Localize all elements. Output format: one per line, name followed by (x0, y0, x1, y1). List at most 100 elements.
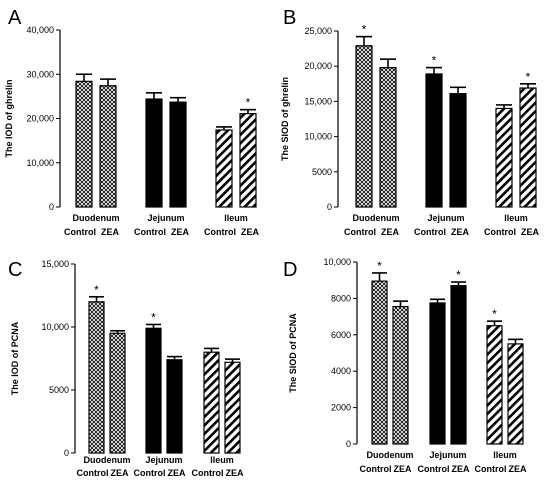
category-label: Control (475, 464, 507, 474)
group-label: Duodenum (367, 450, 414, 460)
category-label: ZEA (168, 468, 187, 478)
category-label: Control (64, 227, 96, 237)
y-tick-label: 10,000 (304, 132, 332, 142)
category-label: Control (192, 468, 224, 478)
category-label: Control (414, 227, 446, 237)
y-axis-label: The IOD of PCNA (10, 321, 20, 395)
y-tick-label: 0 (327, 202, 332, 212)
panel-label: A (8, 7, 22, 29)
y-tick-label: 0 (49, 202, 54, 212)
bar-ileum-control (203, 351, 220, 454)
bar-jejunum-zea (450, 285, 467, 445)
y-tick-label: 8000 (331, 293, 351, 303)
bar-jejunum-control (145, 98, 163, 208)
group-label: Duodenum (353, 213, 400, 223)
bar-ileum-control (215, 129, 233, 208)
chart-panel-D: D 0 2000 4000 6000 8000 10,000 The SIOD of PCNA… (283, 257, 527, 474)
bar-duodenum-zea (392, 305, 409, 445)
bar-jejunum-control (145, 327, 162, 454)
y-tick-label: 10,000 (323, 257, 351, 267)
bar-jejunum-zea (449, 93, 467, 208)
y-tick-label: 0 (64, 448, 69, 458)
chart-panel-B: B 0 5000 10,000 15,000 20,000 25,000 The SIOD o… (280, 7, 540, 237)
panel-label: D (283, 259, 297, 281)
bar-ileum-zea (239, 113, 257, 208)
y-axis-label: The IOD of ghrelin (4, 80, 14, 158)
significance-star: * (492, 307, 497, 321)
y-tick-label: 30,000 (26, 69, 54, 79)
group-label: Jejunum (427, 213, 464, 223)
category-label: ZEA (381, 227, 400, 237)
y-tick-label: 10,000 (26, 158, 54, 168)
category-label: Control (134, 227, 166, 237)
category-label: Control (484, 227, 516, 237)
group-label: Ileum (224, 213, 248, 223)
group-label: Duodenum (84, 455, 131, 465)
significance-star: * (246, 96, 251, 110)
category-label: ZEA (451, 227, 470, 237)
bar-jejunum-control (425, 73, 443, 208)
significance-star: * (151, 310, 156, 324)
y-tick-label: 2000 (331, 403, 351, 413)
group-label: Ileum (493, 450, 517, 460)
category-label: Control (344, 227, 376, 237)
bar-jejunum-control (429, 302, 446, 445)
y-tick-label: 0 (346, 439, 351, 449)
bar-duodenum-control (88, 301, 105, 454)
bar-duodenum-control (75, 80, 93, 208)
significance-star: * (94, 283, 99, 297)
category-label: ZEA (394, 464, 413, 474)
category-label: ZEA (452, 464, 471, 474)
y-tick-label: 5000 (49, 385, 69, 395)
category-label: ZEA (521, 227, 540, 237)
significance-star: * (377, 259, 382, 273)
category-label: Control (204, 227, 236, 237)
category-label: ZEA (111, 468, 130, 478)
bar-duodenum-control (355, 45, 373, 208)
significance-star: * (362, 23, 367, 37)
group-label: Jejunum (145, 455, 182, 465)
significance-star: * (456, 268, 461, 282)
y-tick-label: 15,000 (41, 259, 69, 269)
bar-ileum-zea (519, 87, 537, 208)
y-tick-label: 10,000 (41, 322, 69, 332)
panel-label: B (283, 7, 296, 29)
bar-duodenum-control (371, 280, 388, 445)
chart-panel-A: A 0 10,000 20,000 30,000 40,000 The IOD of ghr… (4, 7, 260, 237)
y-tick-label: 4000 (331, 366, 351, 376)
panel-label: C (8, 259, 22, 281)
bar-duodenum-zea (379, 67, 397, 208)
y-tick-label: 40,000 (26, 25, 54, 35)
y-axis-label: The SIOD of PCNA (288, 313, 298, 393)
group-label: Ileum (210, 455, 234, 465)
category-label: Control (134, 468, 166, 478)
bar-duodenum-zea (109, 332, 126, 454)
y-tick-label: 25,000 (304, 26, 332, 36)
significance-star: * (432, 54, 437, 68)
y-tick-label: 20,000 (304, 61, 332, 71)
group-label: Duodenum (73, 213, 120, 223)
bar-ileum-zea (224, 361, 241, 454)
bar-ileum-zea (507, 343, 524, 445)
category-label: ZEA (226, 468, 245, 478)
chart-panel-C: C 0 5000 10,000 15,000 The IOD of PCNA * Contro… (8, 259, 244, 478)
bar-jejunum-zea (166, 359, 183, 454)
category-label: ZEA (509, 464, 528, 474)
group-label: Jejunum (429, 450, 466, 460)
y-tick-label: 20,000 (26, 114, 54, 124)
group-label: Jejunum (147, 213, 184, 223)
bar-ileum-control (486, 325, 503, 445)
y-tick-label: 15,000 (304, 96, 332, 106)
y-tick-label: 5000 (312, 167, 332, 177)
category-label: ZEA (171, 227, 190, 237)
bar-duodenum-zea (99, 85, 117, 208)
category-label: Control (77, 468, 109, 478)
category-label: ZEA (101, 227, 120, 237)
bar-jejunum-zea (169, 101, 187, 208)
bar-ileum-control (495, 107, 513, 208)
category-label: Control (418, 464, 450, 474)
y-tick-label: 6000 (331, 330, 351, 340)
category-label: ZEA (241, 227, 260, 237)
category-label: Control (360, 464, 392, 474)
